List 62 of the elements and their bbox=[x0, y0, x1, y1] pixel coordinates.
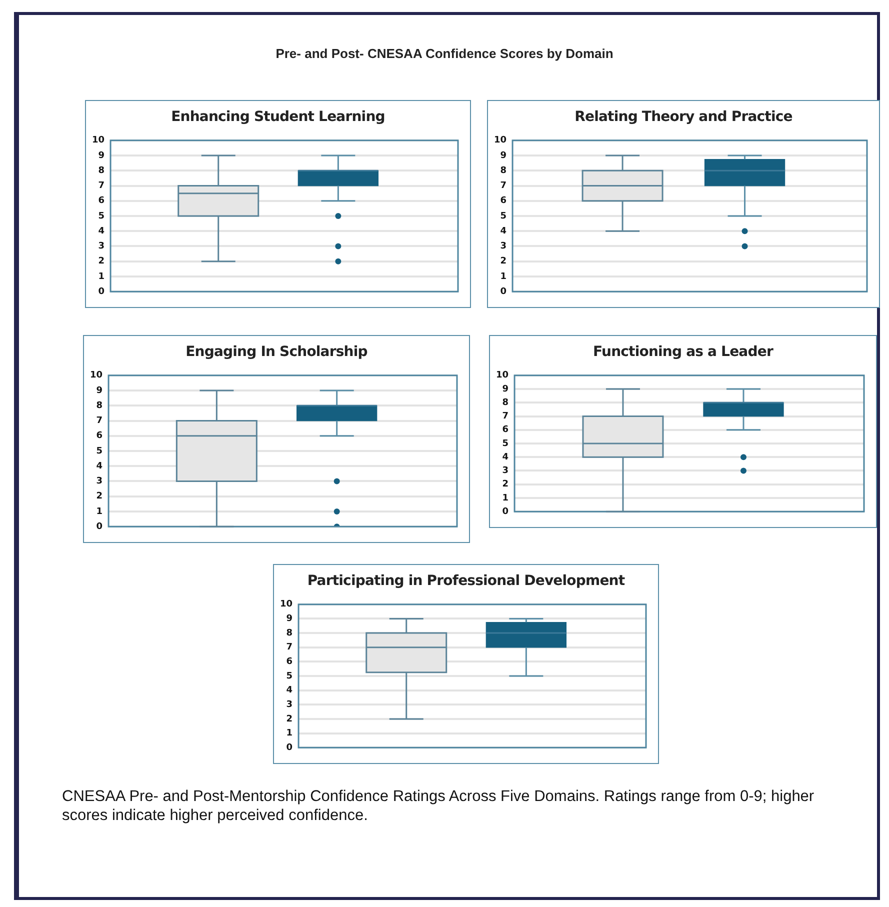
y-tick-label: 2 bbox=[500, 256, 507, 267]
y-tick-label: 6 bbox=[98, 196, 105, 206]
y-tick-label: 6 bbox=[502, 425, 509, 436]
y-tick-label: 6 bbox=[96, 431, 103, 442]
y-tick-label: 8 bbox=[96, 400, 103, 411]
y-tick-label: 5 bbox=[98, 211, 105, 222]
chart-title: Functioning as a Leader bbox=[592, 344, 774, 362]
y-tick-label: 10 bbox=[494, 136, 507, 146]
y-tick-label: 4 bbox=[502, 452, 509, 462]
y-tick-label: 0 bbox=[500, 286, 507, 297]
chart-title: Enhancing Student Learning bbox=[170, 109, 386, 127]
y-tick-label: 5 bbox=[96, 446, 103, 456]
y-tick-label: 2 bbox=[96, 492, 103, 502]
text: Pre- and Post- CNESAA Confidence Scores by Domain bbox=[274, 46, 614, 61]
y-tick-label: 3 bbox=[502, 466, 509, 476]
y-tick-label: 4 bbox=[96, 461, 103, 472]
y-tick-label: 1 bbox=[96, 506, 103, 517]
y-tick-label: 7 bbox=[96, 416, 103, 426]
y-tick-label: 10 bbox=[280, 600, 293, 610]
y-tick-label: 1 bbox=[98, 272, 105, 282]
y-tick-label: 10 bbox=[90, 370, 103, 381]
y-tick-label: 8 bbox=[98, 166, 105, 176]
y-tick-label: 1 bbox=[286, 728, 293, 739]
y-tick-label: 5 bbox=[286, 671, 293, 682]
y-tick-label: 7 bbox=[98, 181, 105, 192]
y-tick-label: 4 bbox=[500, 226, 507, 236]
y-tick-label: 6 bbox=[500, 196, 507, 206]
y-tick-label: 2 bbox=[98, 256, 105, 267]
y-tick-label: 3 bbox=[286, 700, 293, 710]
y-tick-label: 2 bbox=[286, 714, 293, 724]
y-tick-label: 8 bbox=[502, 398, 509, 408]
chart-title: Engaging In Scholarship bbox=[184, 344, 368, 362]
y-tick-label: 0 bbox=[286, 742, 293, 753]
y-tick-label: 9 bbox=[98, 150, 105, 161]
y-tick-label: 2 bbox=[502, 480, 509, 490]
chart-title: Participating in Professional Development bbox=[306, 573, 626, 591]
y-tick-label: 5 bbox=[500, 211, 507, 222]
y-tick-label: 9 bbox=[96, 386, 103, 396]
y-tick-label: 8 bbox=[286, 628, 293, 638]
y-tick-label: 8 bbox=[500, 166, 507, 176]
y-tick-label: 0 bbox=[98, 286, 105, 297]
y-tick-label: 7 bbox=[502, 412, 509, 422]
y-tick-label: 7 bbox=[500, 181, 507, 192]
y-tick-label: 3 bbox=[98, 242, 105, 252]
y-tick-label: 9 bbox=[502, 384, 509, 394]
y-tick-label: 3 bbox=[500, 242, 507, 252]
y-tick-label: 4 bbox=[98, 226, 105, 236]
y-tick-label: 1 bbox=[502, 493, 509, 504]
text: CNESAA Pre- and Post-Mentorship Confidence Ratings Across Five Domains. Ratings range from 0-9; higher scores indicate higher perceived confidence. bbox=[62, 787, 816, 825]
y-tick-label: 0 bbox=[96, 522, 103, 532]
y-tick-label: 9 bbox=[500, 150, 507, 161]
y-tick-label: 9 bbox=[286, 614, 293, 624]
y-tick-label: 10 bbox=[496, 370, 509, 381]
y-tick-label: 1 bbox=[500, 272, 507, 282]
y-tick-label: 3 bbox=[96, 476, 103, 487]
y-tick-label: 7 bbox=[286, 642, 293, 653]
y-tick-label: 5 bbox=[502, 438, 509, 449]
y-tick-label: 10 bbox=[92, 136, 105, 146]
y-tick-label: 6 bbox=[286, 657, 293, 668]
y-tick-label: 0 bbox=[502, 506, 509, 517]
chart-title: Relating Theory and Practice bbox=[574, 109, 794, 127]
y-tick-label: 4 bbox=[286, 686, 293, 696]
